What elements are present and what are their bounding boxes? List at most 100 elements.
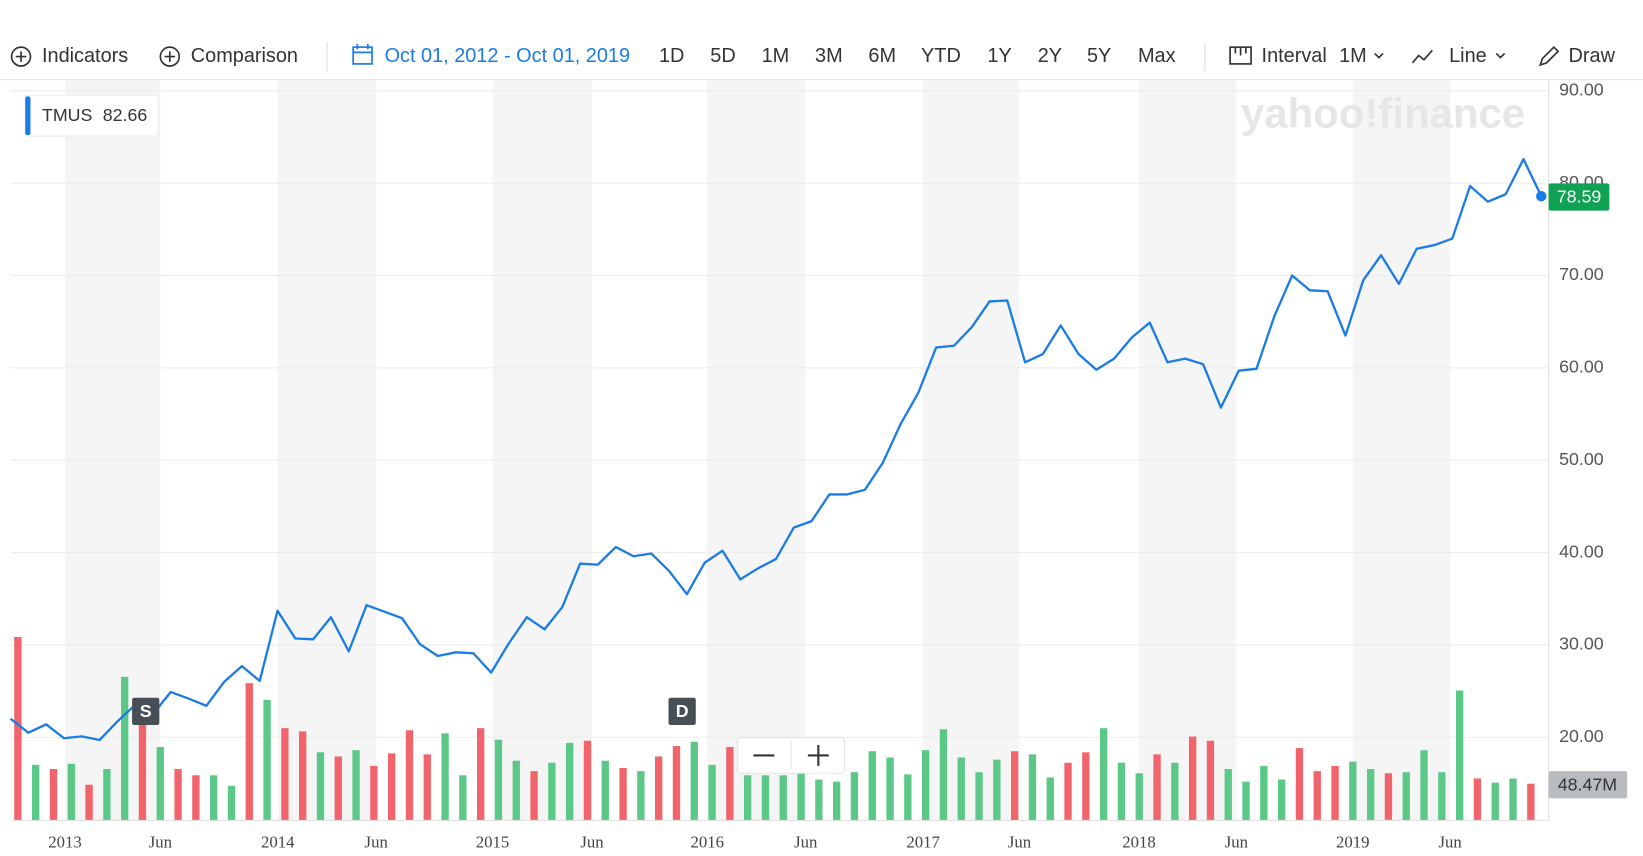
draw-label[interactable]: Draw	[1569, 45, 1616, 67]
range-button[interactable]: 1Y	[987, 45, 1011, 67]
volume-bar	[49, 769, 58, 821]
comparison-label[interactable]: Comparison	[191, 45, 298, 67]
volume-bar	[708, 764, 716, 821]
legend-swatch	[25, 96, 31, 136]
volume-bar	[441, 733, 449, 821]
volume-bar	[67, 763, 75, 821]
volume-bar	[370, 765, 378, 821]
draw-button[interactable]: Draw	[1538, 45, 1616, 67]
volume-bar	[1117, 762, 1126, 821]
price-badge-label: 78.59	[1557, 187, 1602, 207]
volume-bar	[654, 756, 663, 821]
volume-bar	[1188, 736, 1197, 821]
date-range-label[interactable]: Oct 01, 2012 - Oct 01, 2019	[385, 45, 630, 67]
interval-value[interactable]: 1M	[1339, 45, 1367, 67]
y-tick-label: 90.00	[1559, 80, 1604, 100]
volume-bar	[1473, 778, 1482, 821]
volume-bar	[1010, 751, 1019, 821]
volume-bar	[530, 771, 538, 821]
volume-bar	[316, 752, 325, 821]
y-tick-label: 40.00	[1559, 541, 1604, 561]
volume-bar	[459, 775, 467, 821]
range-button[interactable]: 5Y	[1087, 45, 1111, 67]
indicators-label[interactable]: Indicators	[42, 45, 128, 67]
volume-bar	[103, 769, 111, 821]
volume-bar	[494, 739, 503, 821]
volume-badge-label: 48.47M	[1558, 775, 1617, 795]
volume-bar	[299, 731, 307, 821]
volume-bar	[868, 751, 876, 821]
volume-bar	[32, 764, 40, 821]
volume-bar	[601, 760, 609, 821]
volume-bar	[1509, 778, 1517, 821]
volume-bar	[939, 729, 948, 821]
volume-bar	[245, 683, 253, 821]
volume-bar	[388, 753, 396, 821]
x-tick-label: Jun	[794, 832, 818, 851]
range-button[interactable]: 2Y	[1038, 45, 1062, 67]
volume-bars	[14, 637, 1535, 821]
event-label[interactable]: S	[140, 701, 152, 721]
price-line	[9, 157, 1547, 742]
volume-bar	[761, 775, 770, 821]
volume-bar	[726, 746, 734, 821]
volume-bar	[832, 781, 841, 821]
volume-bar	[156, 746, 164, 821]
chart-style-button[interactable]: Line	[1411, 45, 1506, 67]
zoom-in[interactable]	[807, 744, 829, 766]
volume-bar	[1028, 754, 1037, 821]
y-tick-label: 30.00	[1559, 634, 1604, 654]
toolbar: Indicators Comparison Oct 01, 2012 - Oct…	[10, 41, 1616, 72]
volume-bar	[1046, 777, 1054, 821]
volume-bar	[993, 759, 1001, 821]
range-button[interactable]: 3M	[815, 45, 843, 67]
event-label[interactable]: D	[676, 701, 689, 721]
volume-bar	[210, 775, 218, 821]
price-badge: 78.59	[1548, 183, 1610, 211]
volume-bar	[548, 762, 556, 821]
volume-bar	[1153, 754, 1161, 821]
range-button[interactable]: 1D	[659, 45, 684, 67]
chart-style-label[interactable]: Line	[1449, 45, 1487, 67]
interval-label[interactable]: Interval	[1262, 45, 1327, 67]
volume-bar	[957, 757, 965, 821]
range-button[interactable]: YTD	[921, 45, 961, 67]
volume-bar	[690, 741, 698, 821]
volume-bar	[138, 720, 147, 821]
y-tick-label: 70.00	[1559, 264, 1604, 284]
y-tick-label: 50.00	[1559, 449, 1604, 469]
interval-button[interactable]: Interval 1M	[1229, 45, 1384, 67]
event-marker[interactable]: D	[668, 697, 696, 726]
event-marker[interactable]: S	[132, 697, 160, 726]
x-axis-labels: 2013 Jun 2014 Jun 2015 Jun 2016 Jun 2017 Jun 2018 J…	[48, 832, 1462, 851]
x-tick-label: Jun	[1439, 832, 1463, 851]
volume-bar	[1099, 728, 1108, 821]
year-bands	[65, 80, 1451, 821]
volume-bar	[1224, 769, 1232, 821]
volume-bar	[1242, 781, 1250, 821]
x-tick-label: 2014	[261, 832, 295, 851]
volume-bar	[583, 740, 592, 821]
legend-name: TMUS	[42, 105, 93, 125]
range-button[interactable]: 1M	[762, 45, 790, 67]
range-button[interactable]: 6M	[868, 45, 896, 67]
volume-bar	[921, 750, 930, 821]
volume-bar	[512, 760, 520, 821]
range-button[interactable]: Max	[1138, 45, 1176, 67]
date-range-button[interactable]: Oct 01, 2012 - Oct 01, 2019	[352, 44, 630, 67]
x-tick-label: 2019	[1336, 832, 1370, 851]
volume-bar	[263, 699, 271, 821]
volume-bar	[1384, 773, 1393, 821]
volume-bar	[14, 637, 22, 821]
volume-bar	[423, 754, 431, 821]
legend: TMUS 82.66	[24, 94, 159, 137]
last-point	[1536, 190, 1547, 202]
indicators-button[interactable]: Indicators	[10, 45, 129, 67]
volume-bar	[904, 774, 912, 821]
volume-bar	[227, 785, 236, 821]
volume-bar	[1527, 783, 1535, 821]
comparison-button[interactable]: Comparison	[159, 45, 298, 67]
range-button[interactable]: 5D	[710, 45, 735, 67]
